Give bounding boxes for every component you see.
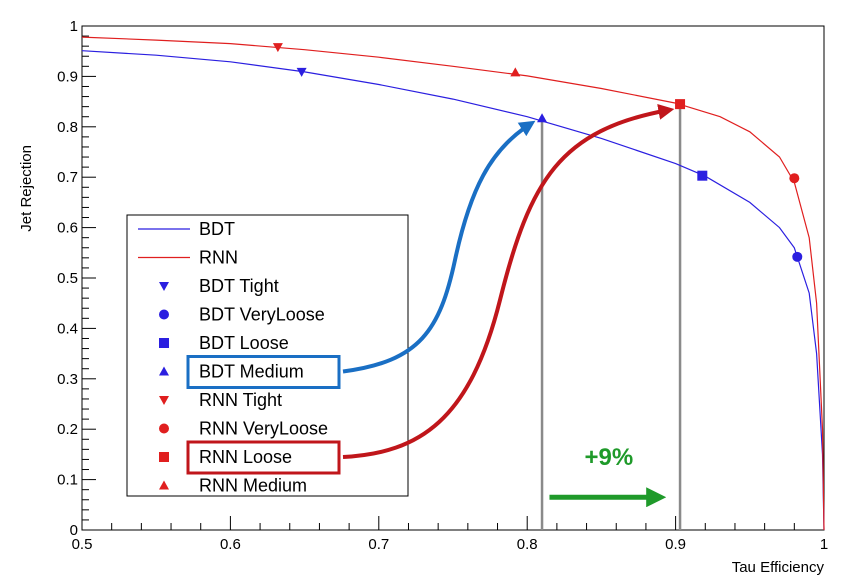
y-tick-label: 1 [70, 18, 78, 35]
legend-label-rnn-veryloose: RNN VeryLoose [199, 419, 328, 439]
legend-label-rnn-loose: RNN Loose [199, 447, 292, 467]
y-tick-label: 0.7 [57, 169, 78, 186]
legend-marker-bdt-loose [159, 338, 169, 348]
marker-rnn-tight [272, 43, 283, 53]
legend-label-rnn: RNN [199, 248, 238, 268]
y-tick-label: 0.9 [57, 68, 78, 85]
legend-marker-bdt-medium [159, 366, 169, 376]
legend-label-bdt-medium: BDT Medium [199, 362, 304, 382]
x-tick-label: 0.5 [72, 536, 93, 553]
y-tick-label: 0.5 [57, 270, 78, 287]
legend-label-rnn-tight: RNN Tight [199, 390, 282, 410]
legend-highlight-rnn-loose [186, 440, 341, 475]
legend-marker-rnn-loose [159, 452, 169, 462]
marker-rnn-loose [675, 99, 686, 110]
x-tick-label: 0.9 [665, 536, 686, 553]
marker-bdt-tight [296, 67, 307, 77]
marker-rnn-medium [510, 67, 521, 77]
legend-highlight-bdt-medium [186, 355, 341, 389]
legend-marker-rnn-veryloose [159, 423, 169, 434]
y-tick-label: 0.3 [57, 371, 78, 388]
legend-marker-rnn-tight [159, 396, 169, 405]
y-tick-label: 0 [70, 522, 78, 539]
x-axis-title: Tau Efficiency [732, 559, 825, 576]
legend-marker-bdt-tight [159, 282, 169, 291]
gain-label: +9% [584, 444, 633, 471]
x-tick-label: 0.6 [220, 536, 241, 553]
callout-arrow-rnn-loose [342, 103, 675, 459]
y-tick-label: 0.1 [57, 472, 78, 489]
legend-label-bdt-tight: BDT Tight [199, 276, 279, 296]
legend-label-bdt: BDT [199, 219, 235, 239]
y-axis-title: Jet Rejection [18, 145, 35, 232]
marker-bdt-medium [537, 113, 548, 123]
marker-bdt-loose [697, 170, 708, 181]
y-tick-label: 0.2 [57, 421, 78, 438]
callout-arrow-bdt-medium [342, 120, 536, 374]
legend-label-rnn-medium: RNN Medium [199, 476, 307, 496]
legend-marker-rnn-medium [159, 480, 169, 490]
marker-rnn-veryloose [789, 173, 800, 184]
y-tick-label: 0.8 [57, 119, 78, 136]
y-tick-label: 0.6 [57, 220, 78, 237]
plot-area: 0.5 0.6 0.7 0.8 0.9 1 0 0.1 0.2 0.3 0.4 0.5 0.6 0.7 0.… [57, 18, 828, 553]
x-tick-label: 0.8 [517, 536, 538, 553]
legend-label-bdt-veryloose: BDT VeryLoose [199, 305, 325, 325]
x-tick-label: 0.7 [368, 536, 389, 553]
marker-bdt-veryloose [792, 251, 803, 262]
legend-marker-bdt-veryloose [159, 309, 169, 320]
x-tick-label: 1 [820, 536, 828, 553]
series-line-bdt [81, 50, 825, 531]
y-tick-label: 0.4 [57, 320, 78, 337]
legend-label-bdt-loose: BDT Loose [199, 333, 289, 353]
